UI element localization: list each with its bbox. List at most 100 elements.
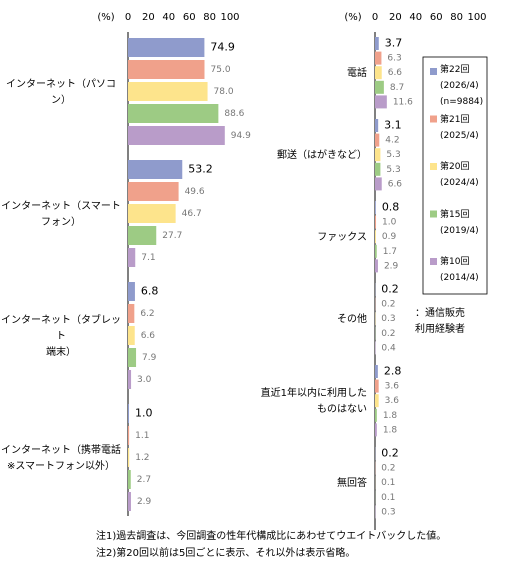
bar bbox=[375, 37, 379, 50]
value-label: 88.6 bbox=[224, 109, 244, 119]
legend-label: 第22回 (2026/4) (n=9884) bbox=[440, 65, 484, 107]
bar bbox=[375, 379, 379, 393]
bar bbox=[375, 119, 379, 132]
axis-title: (%) bbox=[344, 12, 361, 23]
value-label: 0.1 bbox=[381, 478, 395, 488]
x-tick-label: 20 bbox=[142, 12, 155, 23]
bar bbox=[128, 82, 208, 101]
value-label: 2.9 bbox=[384, 261, 399, 271]
x-tick-label: 0 bbox=[372, 12, 378, 23]
value-label: 78.0 bbox=[214, 87, 234, 97]
value-label: 0.8 bbox=[382, 201, 400, 214]
bar bbox=[375, 80, 384, 94]
bar bbox=[128, 370, 132, 389]
bar bbox=[128, 448, 130, 467]
value-label: 3.6 bbox=[385, 396, 400, 406]
value-label: 49.6 bbox=[185, 187, 205, 197]
value-label: 27.7 bbox=[162, 231, 182, 241]
value-label: 3.1 bbox=[384, 119, 402, 132]
value-label: 1.7 bbox=[383, 247, 397, 257]
bar bbox=[128, 160, 183, 179]
value-label: 0.2 bbox=[381, 300, 395, 310]
bar bbox=[375, 259, 378, 273]
value-label: 5.3 bbox=[386, 165, 400, 175]
value-label: 3.0 bbox=[137, 375, 152, 385]
category-label: インターネット（携帯電話 ※スマートフォン以外） bbox=[1, 445, 121, 472]
legend-swatch bbox=[430, 210, 437, 218]
bar bbox=[375, 177, 382, 191]
value-label: 7.1 bbox=[141, 253, 155, 263]
x-tick-label: 80 bbox=[203, 12, 216, 23]
category-label: インターネット（スマート フォン） bbox=[1, 201, 121, 228]
bar bbox=[375, 51, 382, 65]
legend-label: 第21回 (2025/4) bbox=[440, 114, 479, 141]
value-label: 94.9 bbox=[231, 131, 251, 141]
value-label: 75.0 bbox=[211, 65, 231, 75]
bar bbox=[375, 365, 378, 378]
note: 注1)過去調査は、今回調査の性年代構成比にあわせてウエイトバックした値。 bbox=[96, 531, 447, 542]
axis-title: (%) bbox=[97, 12, 114, 23]
legend-label: 第10回 (2014/4) bbox=[440, 257, 479, 283]
value-label: 0.9 bbox=[382, 232, 397, 242]
value-label: 0.3 bbox=[381, 507, 395, 517]
value-label: 2.8 bbox=[384, 365, 402, 378]
bar bbox=[128, 182, 179, 201]
bar bbox=[375, 230, 376, 244]
x-tick-label: 60 bbox=[183, 12, 196, 23]
legend-swatch bbox=[430, 258, 437, 265]
bar bbox=[375, 148, 381, 162]
bar bbox=[128, 248, 136, 267]
bar bbox=[375, 244, 377, 258]
value-label: 0.4 bbox=[381, 343, 396, 353]
x-tick-label: 20 bbox=[389, 12, 402, 23]
value-label: 0.2 bbox=[381, 329, 395, 339]
category-label: その他 bbox=[337, 313, 367, 325]
bar bbox=[128, 204, 176, 223]
bar bbox=[375, 133, 380, 147]
value-label: 0.2 bbox=[381, 464, 395, 474]
category-label: インターネット（パソコン） bbox=[6, 79, 116, 106]
bar bbox=[128, 304, 135, 323]
category-label: 無回答 bbox=[337, 477, 367, 489]
bar bbox=[128, 282, 135, 301]
bar bbox=[128, 492, 131, 511]
annotation: ：通信販売 利用経験者 bbox=[415, 308, 465, 335]
value-label: 6.6 bbox=[141, 331, 156, 341]
bar bbox=[128, 104, 219, 123]
value-label: 0.3 bbox=[381, 314, 395, 324]
value-label: 6.2 bbox=[140, 309, 154, 319]
bar bbox=[375, 394, 379, 408]
bar bbox=[375, 95, 387, 109]
x-tick-label: 60 bbox=[430, 12, 443, 23]
value-label: 11.6 bbox=[393, 97, 413, 107]
value-label: 1.2 bbox=[135, 453, 149, 463]
value-label: 46.7 bbox=[182, 209, 202, 219]
category-label: ファックス bbox=[317, 231, 367, 243]
note: 注2)第20回以前は5回ごとに表示、それ以外は表示省略。 bbox=[96, 548, 356, 559]
category-label: 電話 bbox=[347, 67, 367, 79]
bar bbox=[375, 215, 377, 229]
bar bbox=[128, 470, 131, 489]
value-label: 8.7 bbox=[390, 83, 404, 93]
value-label: 6.6 bbox=[388, 68, 403, 78]
x-tick-label: 40 bbox=[162, 12, 175, 23]
bar bbox=[375, 408, 377, 422]
value-label: 6.6 bbox=[388, 179, 403, 189]
value-label: 3.6 bbox=[385, 382, 400, 392]
value-label: 2.9 bbox=[137, 497, 152, 507]
value-label: 1.0 bbox=[382, 218, 397, 228]
bar bbox=[375, 162, 381, 176]
legend-swatch bbox=[430, 163, 437, 170]
legend-swatch bbox=[430, 115, 437, 123]
bar bbox=[128, 426, 130, 445]
value-label: 3.7 bbox=[385, 37, 403, 50]
legend-swatch bbox=[430, 68, 437, 75]
x-tick-label: 100 bbox=[220, 12, 239, 23]
bar bbox=[128, 226, 157, 245]
value-label: 1.1 bbox=[135, 431, 149, 441]
bar bbox=[128, 348, 137, 367]
value-label: 6.3 bbox=[387, 54, 401, 64]
legend-label: 第20回 (2024/4) bbox=[440, 162, 479, 188]
x-tick-label: 80 bbox=[450, 12, 463, 23]
legend-box bbox=[422, 56, 488, 295]
